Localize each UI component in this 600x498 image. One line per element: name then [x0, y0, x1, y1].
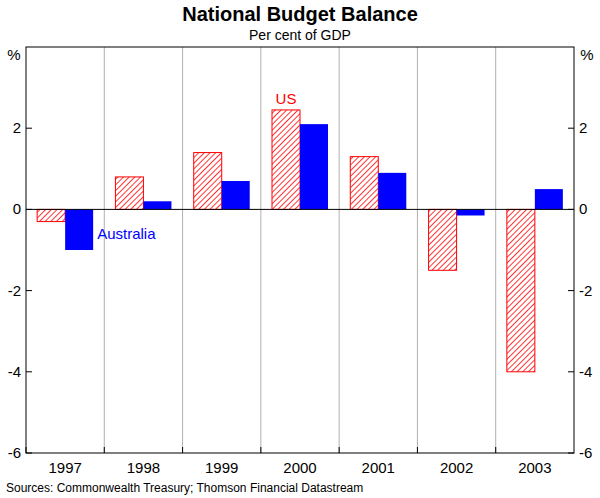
- y-tick-label: -6: [579, 444, 592, 461]
- x-tick: [417, 447, 418, 453]
- y-label-right: %: [580, 46, 593, 63]
- y-tick-label: 0: [579, 200, 587, 217]
- x-tick: [104, 447, 105, 453]
- x-tick-label: 2000: [283, 459, 316, 476]
- x-tick: [260, 447, 261, 453]
- y-label-left: %: [7, 46, 20, 63]
- y-tick: [26, 371, 32, 372]
- category-divider: [104, 47, 105, 453]
- category-divider: [495, 47, 496, 453]
- source: Sources: Commonwealth Treasury; Thomson …: [6, 481, 363, 495]
- y-tick-label: -2: [8, 282, 21, 299]
- x-tick-label: 2003: [518, 459, 551, 476]
- y-tick: [568, 371, 574, 372]
- y-tick: [568, 128, 574, 129]
- y-tick: [26, 209, 32, 210]
- y-tick-label: -4: [579, 363, 592, 380]
- bar: [535, 189, 563, 209]
- category-divider: [417, 47, 418, 453]
- bar: [507, 209, 535, 371]
- series-label: Australia: [97, 225, 156, 242]
- title: National Budget Balance: [182, 3, 418, 25]
- y-tick: [568, 209, 574, 210]
- subtitle: Per cent of GDP: [249, 27, 351, 43]
- category-divider: [182, 47, 183, 453]
- bar: [429, 209, 457, 270]
- category-divider: [339, 47, 340, 453]
- x-tick: [182, 447, 183, 453]
- bar: [457, 209, 485, 215]
- bar: [300, 124, 328, 209]
- x-tick-label: 1997: [48, 459, 81, 476]
- bar: [115, 177, 143, 209]
- zero-line: [26, 209, 574, 210]
- y-tick: [26, 290, 32, 291]
- x-tick: [339, 447, 340, 453]
- bar: [194, 153, 222, 210]
- y-tick-label: -2: [579, 282, 592, 299]
- y-tick: [568, 453, 574, 454]
- bar: [222, 181, 250, 209]
- x-tick-label: 2002: [440, 459, 473, 476]
- x-tick: [26, 447, 27, 453]
- x-tick-label: 1998: [127, 459, 160, 476]
- bar: [378, 173, 406, 210]
- y-tick-label: 2: [579, 119, 587, 136]
- plot-frame: [26, 47, 574, 453]
- x-tick-label: 2001: [362, 459, 395, 476]
- bar: [143, 201, 171, 209]
- y-tick-label: -4: [8, 363, 21, 380]
- y-tick: [26, 453, 32, 454]
- chart: National Budget Balance Per cent of GDP%%…: [0, 0, 600, 498]
- bar: [350, 157, 378, 210]
- y-tick-label: 0: [13, 200, 21, 217]
- y-tick: [26, 128, 32, 129]
- y-tick-label: -6: [8, 444, 21, 461]
- y-tick-label: 2: [13, 119, 21, 136]
- x-tick: [495, 447, 496, 453]
- y-tick: [568, 290, 574, 291]
- bar: [37, 209, 65, 221]
- x-tick-label: 1999: [205, 459, 238, 476]
- bars: [37, 110, 563, 372]
- bar: [272, 110, 300, 209]
- category-divider: [260, 47, 261, 453]
- series-label: US: [276, 90, 297, 107]
- bar: [65, 209, 93, 250]
